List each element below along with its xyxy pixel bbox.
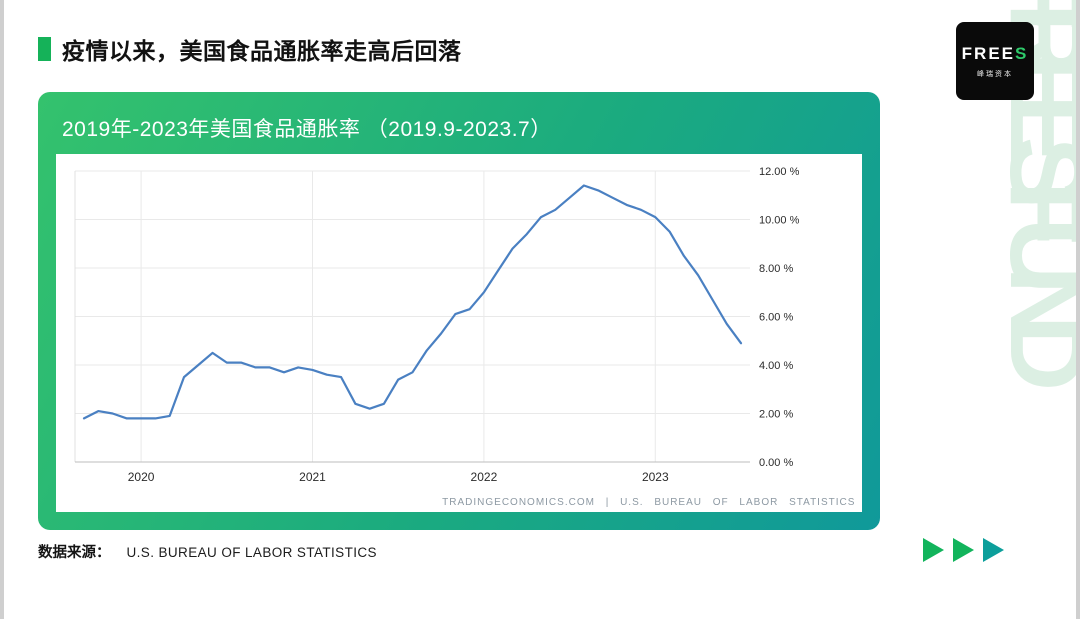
svg-text:2022: 2022 <box>471 470 498 484</box>
svg-text:2023: 2023 <box>642 470 669 484</box>
svg-text:12.00 %: 12.00 % <box>759 166 800 178</box>
title-row: 疫情以来，美国食品通胀率走高后回落 <box>38 32 462 66</box>
svg-text:0.00 %: 0.00 % <box>759 457 793 469</box>
logo-text-accent: S <box>1015 43 1029 63</box>
logo-text-main: FREE <box>961 43 1015 63</box>
svg-text:2.00 %: 2.00 % <box>759 409 793 421</box>
decorative-arrows <box>923 538 1004 562</box>
chart-card: 2019年-2023年美国食品通胀率 （2019.9-2023.7） 0.00 … <box>38 92 880 530</box>
frees-logo-subtitle: 峰瑞资本 <box>977 70 1013 78</box>
arrow-right-icon <box>923 538 944 562</box>
svg-text:6.00 %: 6.00 % <box>759 312 793 324</box>
chart-card-title: 2019年-2023年美国食品通胀率 （2019.9-2023.7） <box>62 118 552 141</box>
svg-text:10.00 %: 10.00 % <box>759 215 800 227</box>
slide-edge-right <box>1076 0 1080 619</box>
inflation-line-chart: 0.00 % 2.00 % 4.00 % 6.00 % 8.00 % 10.00 % 12.… <box>74 166 855 508</box>
data-source-value: U.S. BUREAU OF LABOR STATISTICS <box>126 545 377 560</box>
chart-area: 0.00 % 2.00 % 4.00 % 6.00 % 8.00 % 10.00 % 12.… <box>56 154 862 512</box>
frees-logo: FREES 峰瑞资本 <box>956 22 1034 100</box>
arrow-right-icon <box>983 538 1004 562</box>
svg-text:2021: 2021 <box>299 470 326 484</box>
page-title: 疫情以来，美国食品通胀率走高后回落 <box>62 38 462 64</box>
svg-text:4.00 %: 4.00 % <box>759 360 793 372</box>
svg-text:2020: 2020 <box>128 470 155 484</box>
svg-text:8.00 %: 8.00 % <box>759 263 793 275</box>
data-source-label: 数据来源： <box>38 545 111 561</box>
arrow-right-icon <box>953 538 974 562</box>
frees-logo-wordmark: FREES <box>962 44 1029 64</box>
svg-text:TRADINGECONOMICS.COM | U.S. BU: TRADINGECONOMICS.COM | U.S. BUREAU OF LA… <box>442 497 855 508</box>
data-source-row: 数据来源： U.S. BUREAU OF LABOR STATISTICS <box>38 541 377 562</box>
title-bullet-accent <box>38 37 51 61</box>
slide-edge-left <box>0 0 4 619</box>
